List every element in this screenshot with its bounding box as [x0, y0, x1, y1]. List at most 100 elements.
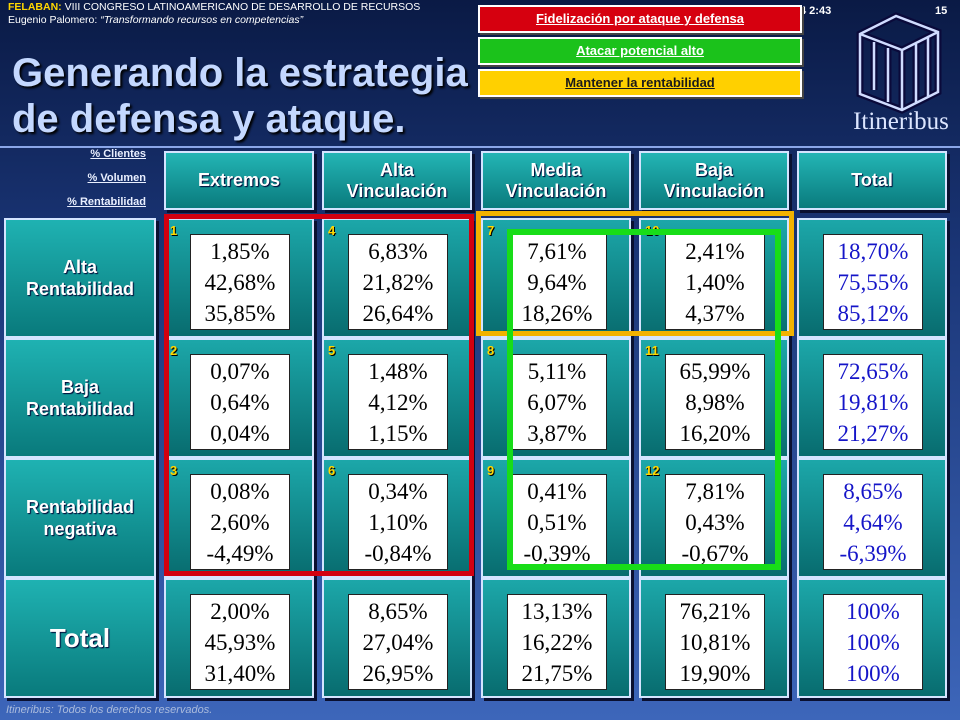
- cell-value: 4,64%: [843, 510, 903, 535]
- cell-value: 85,12%: [837, 301, 909, 326]
- cell-value: 7,61%: [527, 239, 587, 264]
- cell-value: 9,64%: [527, 270, 587, 295]
- row-header-alta-rentabilidad: Alta Rentabilidad: [4, 218, 156, 338]
- cell-value: 31,40%: [204, 661, 276, 686]
- cell-value: 0,34%: [368, 479, 428, 504]
- value-box: 6,83% 21,82% 26,64%: [348, 234, 448, 330]
- cell-number: 8: [487, 343, 495, 358]
- cell-value: 19,81%: [837, 390, 909, 415]
- page-title: Generando la estrategia de defensa y ata…: [12, 50, 468, 142]
- cell-value: 65,99%: [679, 359, 751, 384]
- cell-value: 8,98%: [685, 390, 745, 415]
- matrix-cell: 3 0,08% 2,60% -4,49%: [164, 458, 314, 578]
- column-header-alta-vinculacion: Alta Vinculación: [322, 151, 472, 210]
- title-line-2: de defensa y ataque.: [12, 97, 406, 141]
- cell-value: 5,11%: [527, 359, 587, 384]
- matrix-cell: 7 7,61% 9,64% 18,26%: [481, 218, 631, 338]
- cell-value: 16,22%: [521, 630, 593, 655]
- matrix-cell: 2,00% 45,93% 31,40%: [164, 578, 314, 698]
- value-box: 7,61% 9,64% 18,26%: [507, 234, 607, 330]
- column-header-extremos: Extremos: [164, 151, 314, 210]
- cell-value: -0,39%: [523, 541, 591, 566]
- cell-value: -0,67%: [681, 541, 749, 566]
- cell-value: 4,37%: [685, 301, 745, 326]
- matrix-cell: 9 0,41% 0,51% -0,39%: [481, 458, 631, 578]
- cell-value: -6,39%: [839, 541, 907, 566]
- matrix-cell: 72,65% 19,81% 21,27%: [797, 338, 947, 458]
- cell-value: 0,08%: [210, 479, 270, 504]
- cell-value: 4,12%: [368, 390, 428, 415]
- value-box: 2,41% 1,40% 4,37%: [665, 234, 765, 330]
- value-box: 100% 100% 100%: [823, 594, 923, 690]
- cell-value: 8,65%: [368, 599, 428, 624]
- cell-value: 76,21%: [679, 599, 751, 624]
- legend-yellow-button[interactable]: Mantener la rentabilidad: [478, 69, 802, 97]
- legend-red-button[interactable]: Fidelización por ataque y defensa: [478, 5, 802, 33]
- matrix-cell: 5 1,48% 4,12% 1,15%: [322, 338, 472, 458]
- cell-value: 13,13%: [521, 599, 593, 624]
- row-header-rentabilidad-negativa: Rentabilidad negativa: [4, 458, 156, 578]
- cell-number: 10: [645, 223, 660, 238]
- cell-value: 2,00%: [210, 599, 270, 624]
- value-box: 76,21% 10,81% 19,90%: [665, 594, 765, 690]
- cell-value: 1,15%: [368, 421, 428, 446]
- cell-value: 0,04%: [210, 421, 270, 446]
- cell-value: 21,27%: [837, 421, 909, 446]
- value-box: 0,34% 1,10% -0,84%: [348, 474, 448, 570]
- page-number: 15: [935, 5, 948, 17]
- cell-value: 42,68%: [204, 270, 276, 295]
- matrix-cell: 76,21% 10,81% 19,90%: [639, 578, 789, 698]
- cell-value: 45,93%: [204, 630, 276, 655]
- matrix-cell: 4 6,83% 21,82% 26,64%: [322, 218, 472, 338]
- cell-value: 72,65%: [837, 359, 909, 384]
- value-box: 0,41% 0,51% -0,39%: [507, 474, 607, 570]
- cell-value: 1,40%: [685, 270, 745, 295]
- cell-value: 0,51%: [527, 510, 587, 535]
- cell-value: 16,20%: [679, 421, 751, 446]
- cell-value: 6,07%: [527, 390, 587, 415]
- cell-number: 5: [328, 343, 336, 358]
- column-header-media-vinculacion: Media Vinculación: [481, 151, 631, 210]
- matrix-cell: 100% 100% 100%: [797, 578, 947, 698]
- value-box: 0,07% 0,64% 0,04%: [190, 354, 290, 450]
- header-time: 4 2:43: [800, 5, 832, 17]
- cell-value: 6,83%: [368, 239, 428, 264]
- cell-value: 75,55%: [837, 270, 909, 295]
- matrix-cell: 2 0,07% 0,64% 0,04%: [164, 338, 314, 458]
- cell-value: 18,70%: [837, 239, 909, 264]
- cell-value: 100%: [846, 599, 900, 624]
- matrix-cell: 1 1,85% 42,68% 35,85%: [164, 218, 314, 338]
- cell-value: 21,82%: [362, 270, 434, 295]
- footer-copyright: Itineribus: Todos los derechos reservado…: [6, 704, 213, 716]
- header-tagline: “Transformando recursos en competencias”: [100, 14, 304, 26]
- cell-value: 35,85%: [204, 301, 276, 326]
- header-author: Eugenio Palomero:: [8, 14, 101, 26]
- header-event-name: VIII CONGRESO LATINOAMERICANO DE DESARRO…: [61, 1, 421, 13]
- matrix-cell: 11 65,99% 8,98% 16,20%: [639, 338, 789, 458]
- logo-text: Itineribus: [853, 108, 949, 135]
- value-box: 1,85% 42,68% 35,85%: [190, 234, 290, 330]
- header-divider: [0, 146, 960, 148]
- cell-value: 27,04%: [362, 630, 434, 655]
- cell-value: 2,60%: [210, 510, 270, 535]
- cell-value: 1,10%: [368, 510, 428, 535]
- cell-value: 1,85%: [210, 239, 270, 264]
- legend-green-button[interactable]: Atacar potencial alto: [478, 37, 802, 65]
- cell-value: -4,49%: [206, 541, 274, 566]
- cell-value: 0,41%: [527, 479, 587, 504]
- row-header-total: Total: [4, 578, 156, 698]
- matrix-cell: 6 0,34% 1,10% -0,84%: [322, 458, 472, 578]
- cell-value: 10,81%: [679, 630, 751, 655]
- cell-value: 0,07%: [210, 359, 270, 384]
- value-box: 0,08% 2,60% -4,49%: [190, 474, 290, 570]
- cell-value: 26,95%: [362, 661, 434, 686]
- cell-number: 4: [328, 223, 336, 238]
- matrix-cell: 8,65% 4,64% -6,39%: [797, 458, 947, 578]
- cell-number: 3: [170, 463, 178, 478]
- value-box: 72,65% 19,81% 21,27%: [823, 354, 923, 450]
- cell-value: 3,87%: [527, 421, 587, 446]
- cell-number: 9: [487, 463, 495, 478]
- header-event: FELABAN: VIII CONGRESO LATINOAMERICANO D…: [8, 1, 420, 13]
- cell-number: 7: [487, 223, 495, 238]
- matrix-cell: 10 2,41% 1,40% 4,37%: [639, 218, 789, 338]
